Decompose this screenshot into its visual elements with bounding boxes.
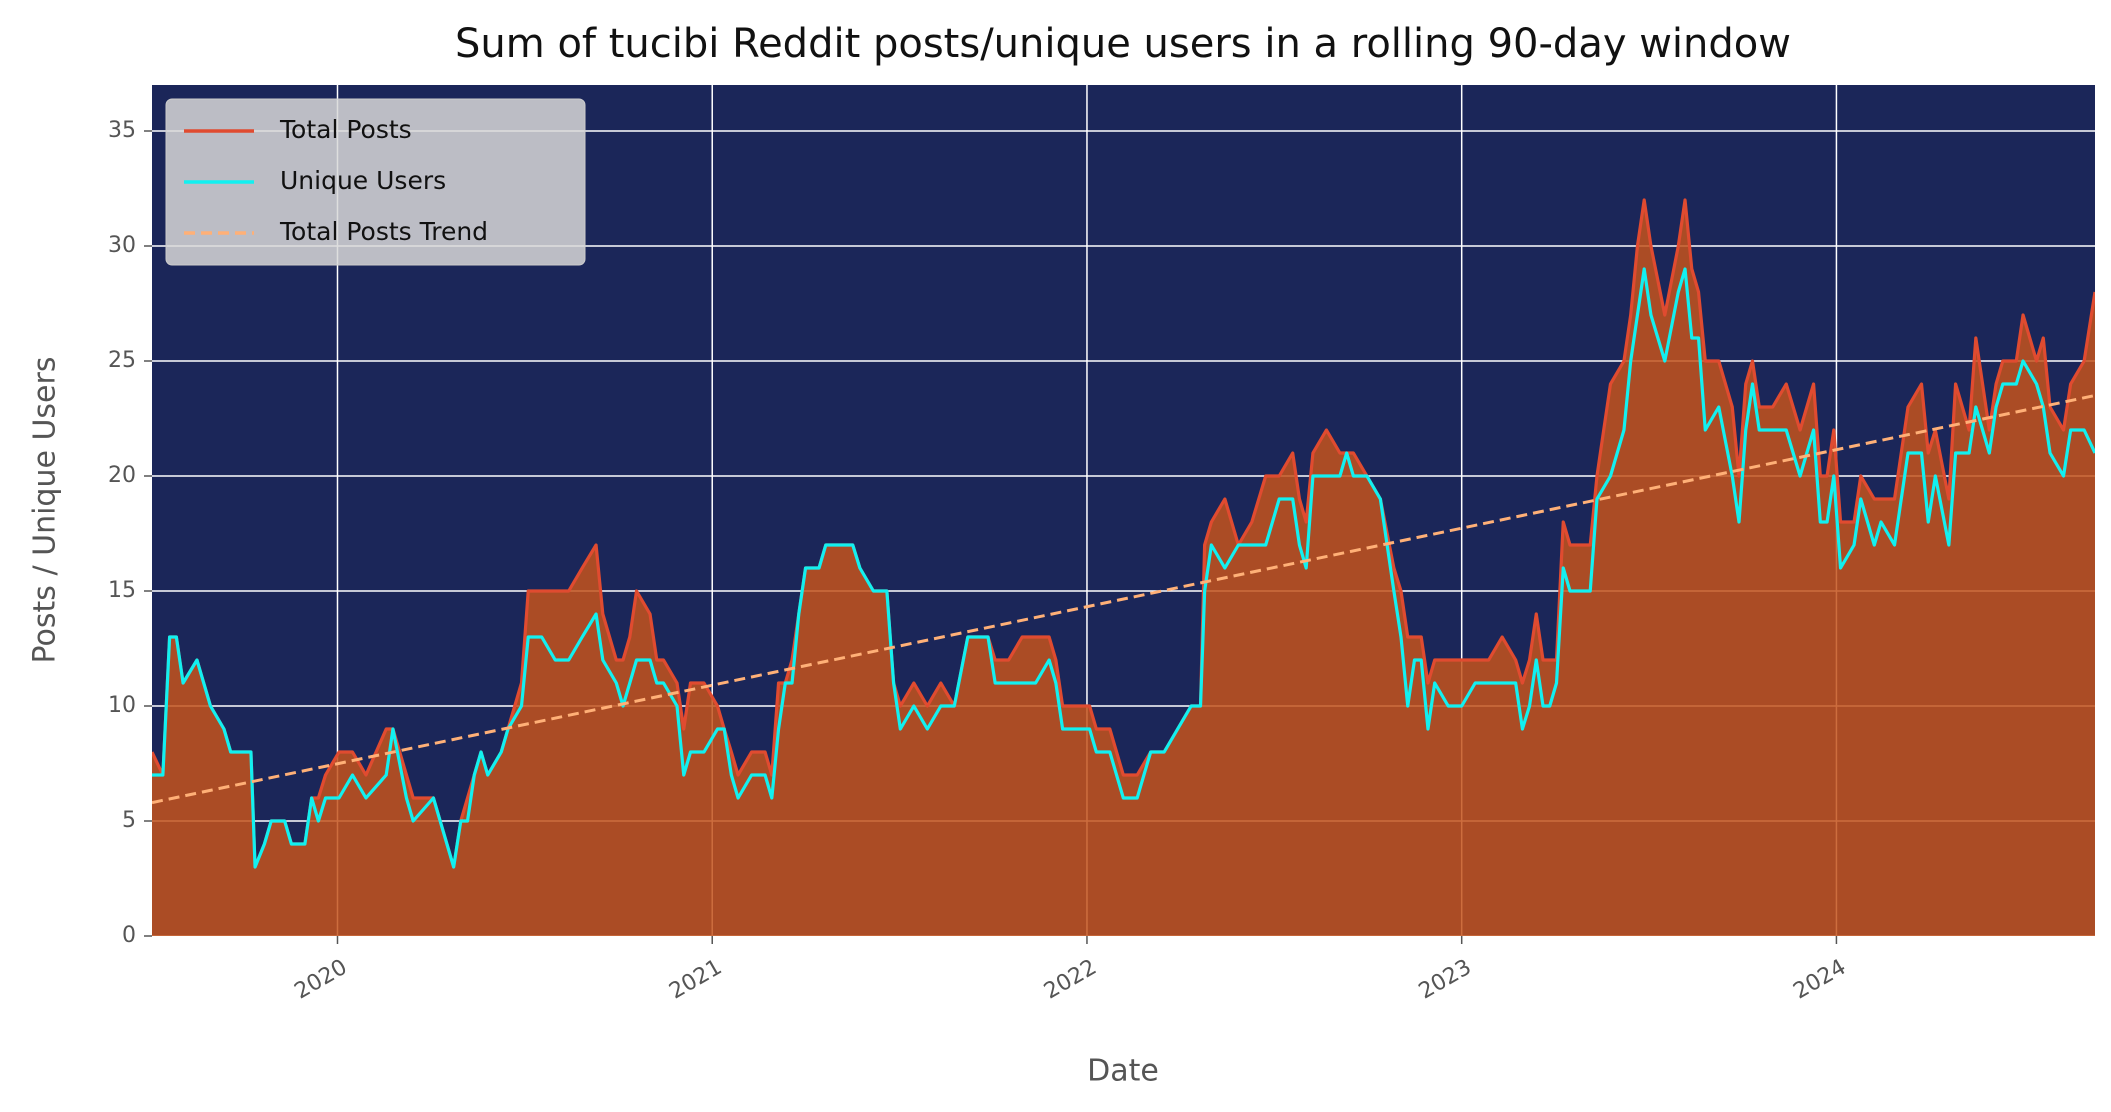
y-axis-label: Posts / Unique Users	[28, 357, 63, 664]
legend-label: Total Posts	[279, 115, 412, 144]
y-tick-label: 20	[108, 463, 136, 488]
legend-box	[165, 98, 586, 266]
y-tick-label: 5	[122, 808, 136, 833]
line	[152, 394, 2095, 805]
y-tick-label: 30	[108, 233, 136, 258]
chart-title: Sum of tucibi Reddit posts/unique users …	[455, 21, 1791, 67]
y-tick-label: 10	[108, 693, 136, 718]
y-tick-label: 0	[122, 923, 136, 948]
line	[152, 267, 2095, 869]
x-axis-label: Date	[1087, 1054, 1159, 1089]
x-tick-label: 2023	[1415, 955, 1476, 1005]
x-tick-label: 2022	[1040, 955, 1101, 1005]
x-tick-label: 2021	[665, 955, 726, 1005]
legend-label: Unique Users	[280, 166, 446, 195]
area	[152, 200, 2095, 936]
legend-label: Total Posts Trend	[279, 217, 488, 246]
y-tick-label: 15	[108, 578, 136, 603]
y-tick-label: 25	[108, 348, 136, 373]
x-tick-label: 2024	[1789, 955, 1850, 1005]
x-tick-label: 2020	[290, 955, 351, 1005]
y-tick-label: 35	[108, 118, 136, 143]
